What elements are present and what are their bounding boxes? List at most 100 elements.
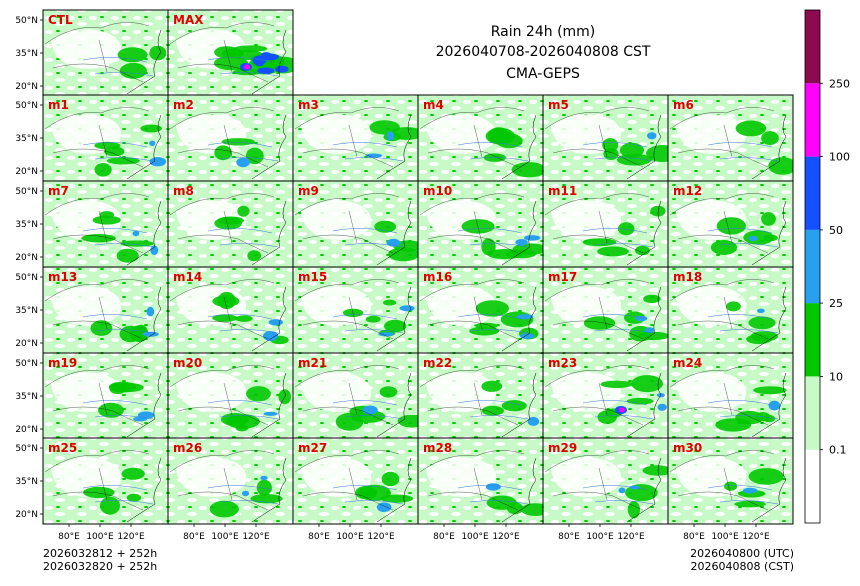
panel-label: m25 (48, 441, 77, 455)
rain-100-250 (244, 64, 250, 70)
rain-10-25 (106, 157, 140, 165)
rain-10-25 (94, 141, 121, 150)
rain-10-25 (481, 405, 504, 416)
x-tick-label: 120°E (242, 532, 270, 542)
x-tick-label: 80°E (683, 532, 705, 542)
x-tick-label: 100°E (336, 532, 364, 542)
panel-m22: m22 (417, 352, 544, 440)
y-tick-label: 20°N (15, 339, 38, 349)
rain-10-25 (710, 240, 738, 255)
y-tick-label: 50°N (15, 101, 38, 111)
panel-m21: m21 (292, 352, 419, 440)
rain-10-25 (724, 481, 738, 491)
coastline (376, 114, 412, 180)
panel-grid: CTL 50°N 35°N 20°N MAX m1 50°N 35°N 20°N m2 m3 m4 m5… (15, 9, 794, 542)
panel-m23: m23 (542, 352, 669, 440)
panel-label: m15 (298, 270, 327, 284)
rain-10-25 (357, 484, 391, 501)
rain-10-25 (119, 325, 142, 343)
province-borders (169, 22, 275, 83)
province-borders (44, 193, 150, 254)
rain-10-25 (461, 219, 495, 234)
colorbar: 0.1 10 25 50 100 250 (804, 9, 850, 524)
rivers (332, 314, 404, 334)
province-borders (169, 107, 275, 168)
rain-10-25 (119, 62, 147, 79)
y-tick-label: 20°N (15, 253, 38, 263)
rivers (82, 400, 154, 420)
province-borders (44, 450, 150, 511)
rivers (332, 142, 404, 162)
colorbar-segment (805, 10, 820, 84)
province-borders (169, 279, 275, 340)
rain-10-25 (735, 120, 767, 137)
panel-m17: m17 (542, 266, 669, 354)
rain-25-100 (524, 235, 541, 241)
province-borders (294, 193, 400, 254)
x-tick-label: 100°E (211, 532, 239, 542)
rivers (82, 57, 154, 77)
y-tick-label: 20°N (15, 425, 38, 435)
panel-label: m5 (548, 98, 569, 112)
x-tick-label: 120°E (367, 532, 395, 542)
panel-label: m17 (548, 270, 577, 284)
rain-10-25 (726, 301, 741, 312)
province-borders (544, 107, 650, 168)
y-tick-label: 50°N (15, 16, 38, 26)
panel-label: m3 (298, 98, 319, 112)
rain-10-25 (117, 47, 148, 63)
rain-10-25 (94, 163, 112, 177)
rain-25-100 (376, 502, 392, 512)
rain-10-25 (646, 145, 668, 162)
panel-label: MAX (173, 13, 204, 27)
rain-10-25 (582, 238, 617, 247)
rivers (82, 228, 154, 248)
rain-10-25 (384, 319, 407, 333)
x-tick-label: 100°E (586, 532, 614, 542)
colorbar-tick-label: 100 (829, 151, 850, 164)
rain-25-100 (757, 308, 765, 313)
rain-10-25 (212, 314, 238, 322)
rivers (207, 228, 279, 248)
rain-10-25 (583, 316, 616, 330)
rivers (82, 314, 154, 334)
rain-10-25 (481, 380, 503, 392)
rain-10-25 (374, 220, 397, 233)
rain-25-100 (149, 157, 167, 167)
rivers (582, 485, 654, 505)
coastline (376, 286, 412, 352)
rain-10-25 (500, 311, 534, 328)
province-borders (419, 450, 525, 511)
rain-10-25 (750, 331, 778, 342)
title-line-2: 2026040708-2026040808 CST (436, 44, 651, 60)
province-borders (544, 279, 650, 340)
panel-label: m28 (423, 441, 452, 455)
x-tick-label: 80°E (58, 532, 80, 542)
panel-label: m20 (173, 356, 202, 370)
title-line-3: CMA-GEPS (506, 66, 580, 82)
panel-m24: m24 (667, 352, 794, 440)
province-borders (294, 450, 400, 511)
rain-25-100 (742, 487, 758, 494)
panel-label: m1 (48, 98, 69, 112)
panel-m8: m8 (167, 180, 294, 268)
rain-10-25 (90, 320, 113, 336)
rain-25-100 (236, 157, 250, 168)
coastline (126, 114, 162, 180)
panel-m26: m26 80°E 100°E 120°E (167, 437, 294, 542)
coastline (376, 372, 412, 438)
panel-label: m2 (173, 98, 194, 112)
rain-10-25 (92, 215, 121, 225)
coastline (501, 372, 537, 438)
panel-label: m14 (173, 270, 202, 284)
rain-10-25 (763, 234, 778, 242)
rain-25-100 (515, 239, 528, 246)
rivers (82, 485, 154, 505)
province-borders (544, 365, 650, 426)
colorbar-segment (805, 376, 820, 450)
rain-10-25 (213, 56, 249, 71)
panel-label: m16 (423, 270, 452, 284)
x-tick-label: 120°E (492, 532, 520, 542)
rain-25-100 (146, 306, 155, 317)
panel-m1: m1 50°N 35°N 20°N (15, 94, 169, 182)
